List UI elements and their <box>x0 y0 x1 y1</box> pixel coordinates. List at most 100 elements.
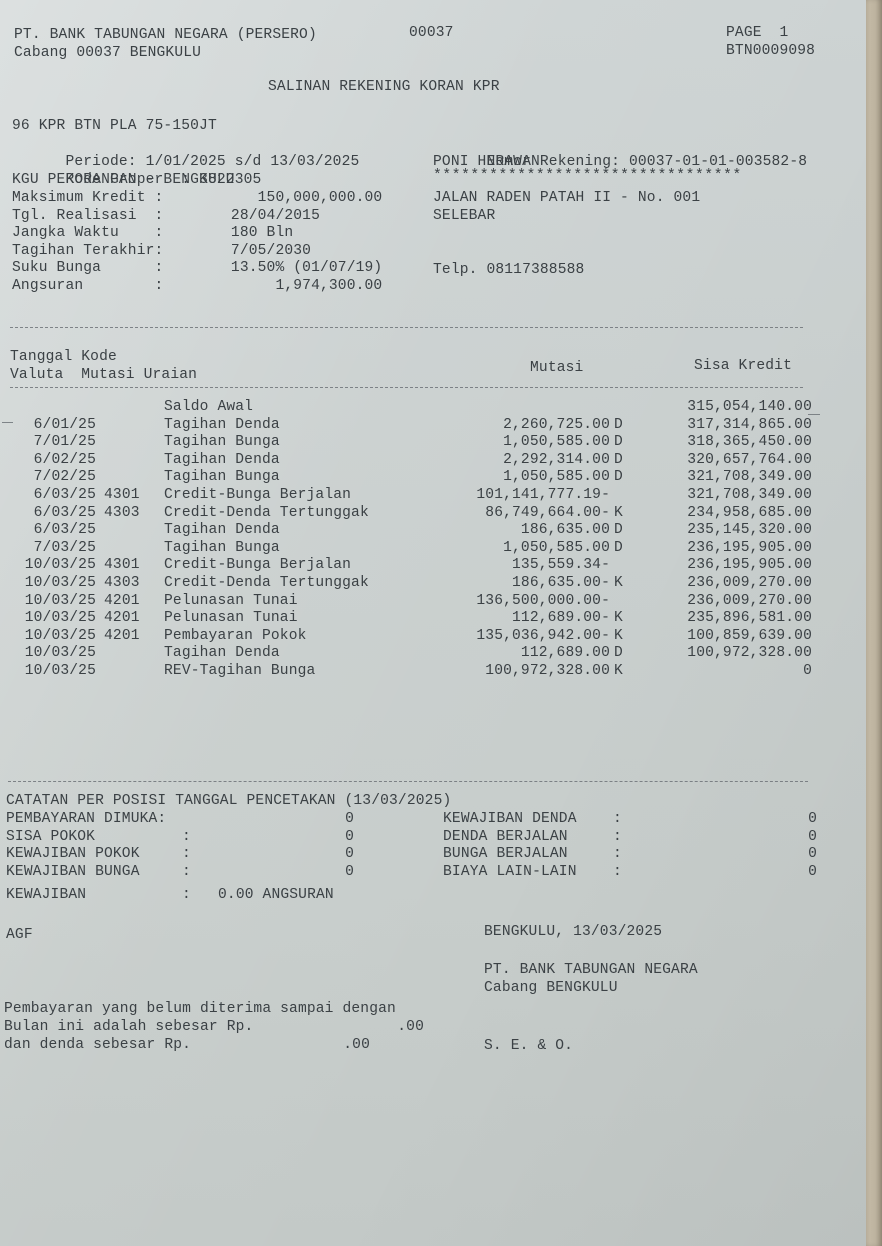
table-row: 10/03/25 4201 Pelunasan Tunai 112,689.00- K 2… <box>10 610 812 628</box>
footer-note-line-2: Bulan ini adalah sebesar Rp. .00 <box>4 1019 424 1037</box>
txn-description: Pelunasan Tunai <box>164 610 298 627</box>
kode-proper-value: 3822305 <box>190 171 262 188</box>
summary-colon: : <box>613 811 622 827</box>
table-header-sisa-kredit: Sisa Kredit <box>694 358 792 374</box>
txn-date: 7/01/25 <box>33 434 96 451</box>
txn-balance: 315,054,140.00 <box>687 399 812 415</box>
table-row: 6/03/25 Tagihan Denda 186,635.00 D 235,145,3… <box>10 522 812 540</box>
footer-note-line-3: dan denda sebesar Rp. .00 <box>4 1037 424 1055</box>
product-name: 96 KPR BTN PLA 75-150JT <box>12 118 217 134</box>
tagihan-terakhir-label: Tagihan Terakhir: <box>12 242 164 259</box>
summary-label: BIAYA LAIN-LAIN <box>443 863 577 880</box>
table-row: 10/03/25 Tagihan Denda 112,689.00 D 100,972,… <box>10 645 812 663</box>
txn-mutation: 112,689.00 <box>520 645 610 662</box>
txn-description: Saldo Awal <box>164 399 254 415</box>
txn-code <box>96 417 156 435</box>
kode-proper-row: Kode Proper : 3822305 <box>12 154 261 207</box>
txn-description: Tagihan Bunga <box>164 469 280 486</box>
table-row: 6/03/25 4301 Credit-Bunga Berjalan 101,141,… <box>10 487 812 505</box>
summary-colon: : <box>182 863 191 880</box>
summary-colon: : <box>182 828 191 845</box>
txn-debit-credit-flag <box>610 557 644 575</box>
txn-code <box>96 522 156 540</box>
txn-balance: 321,708,349.00 <box>687 469 812 486</box>
periode-value: 1/01/2025 s/d 13/03/2025 <box>136 153 360 170</box>
kewajiban-colon: : <box>182 887 191 903</box>
txn-debit-credit-flag: D <box>614 539 623 556</box>
txn-debit-credit-flag: D <box>614 645 623 662</box>
txn-description: Tagihan Denda <box>164 451 280 468</box>
summary-row: KEWAJIBAN DENDA: 0 <box>443 811 817 829</box>
summary-value: 0 <box>345 811 354 827</box>
table-row: 10/03/25 4201 Pelunasan Tunai 136,500,000.0… <box>10 593 812 611</box>
txn-mutation: 135,559.34- <box>512 557 610 574</box>
form-code: BTN0009098 <box>726 43 816 59</box>
txn-balance: 235,896,581.00 <box>687 610 812 627</box>
summary-value: 0 <box>808 846 817 863</box>
txn-balance: 236,195,905.00 <box>687 557 812 574</box>
account-row: Nomor Rekening: 00037-01-01-003582-8 <box>433 136 807 189</box>
footer-note-line-3-text: dan denda sebesar Rp. <box>4 1036 192 1053</box>
table-row: 6/03/25 4303 Credit-Denda Tertunggak 86,749… <box>10 505 812 523</box>
txn-debit-credit-flag: K <box>614 574 623 591</box>
txn-date: 10/03/25 <box>24 610 96 627</box>
summary-label: BUNGA BERJALAN <box>443 846 568 863</box>
txn-code <box>96 540 156 558</box>
txn-mutation: 2,292,314.00 <box>503 451 610 468</box>
summary-label: KEWAJIBAN BUNGA <box>6 863 140 880</box>
footer-note-line-2-text: Bulan ini adalah sebesar Rp. <box>4 1019 254 1035</box>
txn-code: 4303 <box>104 574 140 591</box>
txn-date: 10/03/25 <box>24 557 96 574</box>
summary-row: KEWAJIBAN BUNGA: 0 <box>6 864 354 882</box>
txn-balance: 318,365,450.00 <box>687 434 812 451</box>
txn-code <box>96 434 156 452</box>
seo-text: S. E. & O. <box>484 1038 574 1054</box>
suku-bunga-label: Suku Bunga : <box>12 260 164 277</box>
txn-debit-credit-flag: D <box>614 451 623 468</box>
txn-code: 4301 <box>104 486 140 503</box>
txn-date: 10/03/25 <box>24 592 96 609</box>
txn-balance: 320,657,764.00 <box>687 451 812 468</box>
summary-label: PEMBAYARAN DIMUKA: <box>6 811 167 827</box>
txn-mutation: 1,050,585.00 <box>503 469 610 486</box>
footer-note-amounts: Bulan ini adalah sebesar Rp. .00 dan den… <box>4 1019 424 1054</box>
txn-date <box>10 399 96 417</box>
summary-colon: : <box>613 846 622 863</box>
txn-description: Tagihan Denda <box>164 645 280 662</box>
table-row: 6/01/25 Tagihan Denda 2,260,725.00 D 317,314… <box>10 417 812 435</box>
account-label: Nomor Rekening: <box>486 153 621 170</box>
txn-description: REV-Tagihan Bunga <box>164 662 316 679</box>
summary-right-body: KEWAJIBAN DENDA:0 DENDA BERJALAN:0 BUNGA B… <box>443 811 817 881</box>
txn-code: 4201 <box>104 592 140 609</box>
customer-address-line-2: SELEBAR <box>433 208 496 224</box>
txn-mutation: 135,036,942.00- <box>476 627 610 644</box>
angsuran-row: Angsuran : 1,974,300.00 <box>12 278 382 296</box>
summary-colon: : <box>182 846 191 863</box>
footer-bank-name: PT. BANK TABUNGAN NEGARA <box>484 962 698 978</box>
txn-balance: 100,859,639.00 <box>687 627 812 644</box>
periode-label: Periode: <box>65 153 137 170</box>
footer-bank-branch: Cabang BENGKULU <box>484 980 618 996</box>
txn-date: 10/03/25 <box>24 627 96 644</box>
table-row: 10/03/25 4201 Pembayaran Pokok 135,036,942.… <box>10 628 812 646</box>
customer-name: PONI HERAWAN <box>433 154 540 170</box>
jangka-waktu-value: 180 Bln <box>222 225 294 242</box>
summary-value: 0 <box>345 828 354 845</box>
txn-debit-credit-flag: D <box>614 522 623 539</box>
jangka-waktu-label: Jangka Waktu : <box>12 225 164 242</box>
place-and-date: BENGKULU, 13/03/2025 <box>484 924 663 940</box>
table-row: 7/02/25 Tagihan Bunga 1,050,585.00 D 321,708… <box>10 469 812 487</box>
txn-date: 6/03/25 <box>33 504 96 521</box>
branch-name: Cabang 00037 BENGKULU <box>14 45 202 61</box>
txn-description: Pembayaran Pokok <box>164 627 307 644</box>
txn-mutation: 136,500,000.00- <box>476 592 610 609</box>
txn-code: 4201 <box>104 610 140 627</box>
customer-phone: Telp. 08117388588 <box>433 262 585 278</box>
txn-date: 10/03/25 <box>24 662 96 679</box>
txn-balance: 321,708,349.00 <box>687 486 812 503</box>
txn-mutation: 1,050,585.00 <box>503 434 610 451</box>
table-header-rule <box>10 387 803 388</box>
footer-note-line-3-amount: .00 <box>343 1036 370 1053</box>
